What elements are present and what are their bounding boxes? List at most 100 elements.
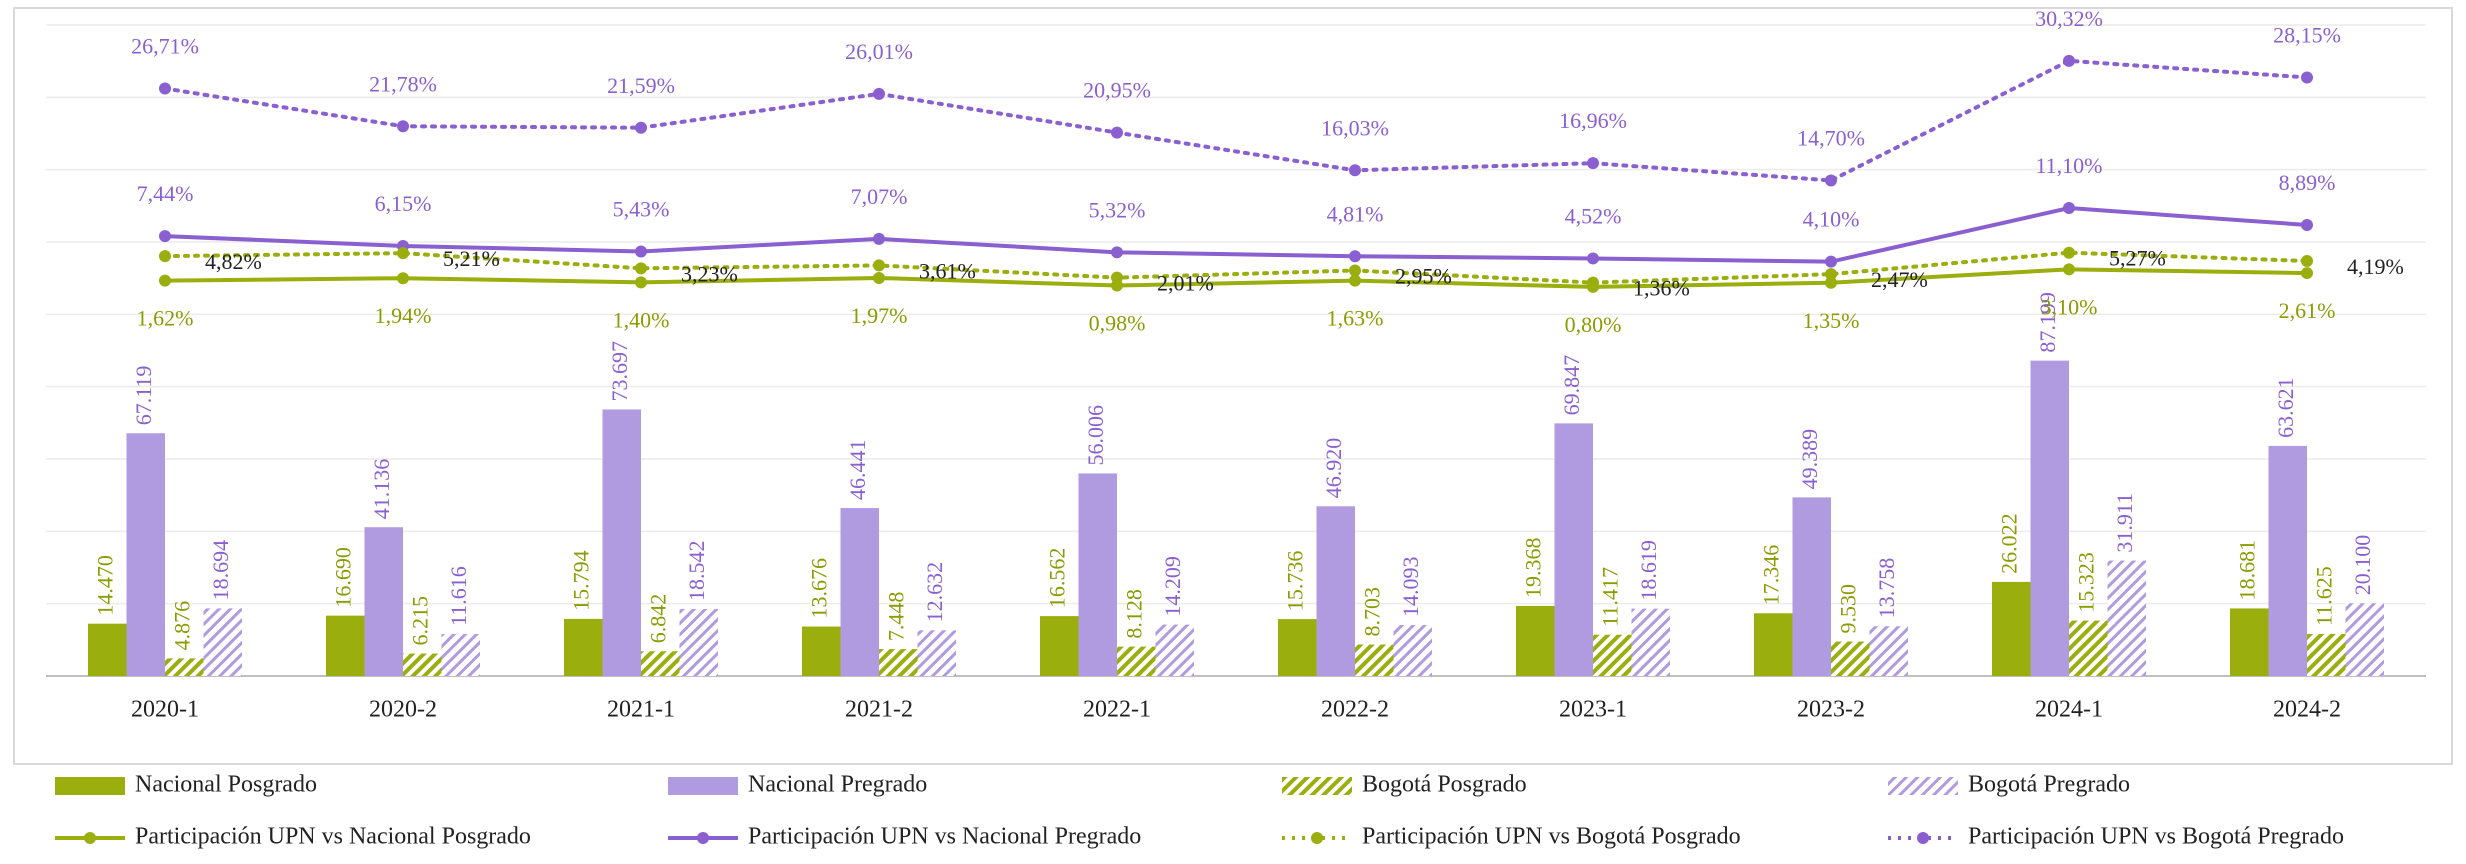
line-value-label: 3,61%: [919, 258, 976, 283]
line-marker: [2301, 218, 2313, 231]
bar: [1792, 497, 1831, 676]
line-value-label: 5,21%: [443, 246, 500, 271]
bar: [2107, 560, 2146, 676]
line-value-label: 14,70%: [1797, 126, 1865, 151]
bar: [1078, 473, 1117, 676]
bar: [88, 623, 127, 676]
line-marker: [1349, 250, 1361, 263]
bar-value-label: 16.690: [330, 547, 355, 608]
bar: [203, 608, 242, 676]
bar: [2307, 633, 2346, 676]
bar-value-label: 15.736: [1282, 551, 1307, 612]
line-value-label: 1,63%: [1327, 306, 1384, 331]
bar: [1155, 624, 1194, 676]
x-tick-label: 2022-2: [1321, 697, 1389, 723]
line-marker: [635, 121, 647, 134]
line-value-label: 4,81%: [1327, 201, 1384, 226]
bar-value-label: 13.758: [1874, 558, 1899, 619]
bar-value-label: 11.625: [2311, 566, 2336, 626]
legend-label: Participación UPN vs Bogotá Pregrado: [1968, 824, 2344, 850]
line-value-label: 4,10%: [1803, 207, 1860, 232]
line-marker: [397, 272, 409, 285]
legend-label: Nacional Posgrado: [135, 772, 317, 798]
bar: [1631, 608, 1670, 676]
bar: [564, 618, 603, 676]
line: [163, 267, 2309, 289]
bar: [1040, 616, 1079, 676]
line-marker: [159, 230, 171, 243]
bar-value-label: 26.022: [1996, 513, 2021, 574]
bar: [602, 409, 641, 676]
line-marker: [1587, 157, 1599, 170]
x-tick-label: 2021-2: [845, 697, 913, 723]
bar: [1593, 634, 1632, 676]
line-marker: [1111, 126, 1123, 139]
line-marker: [397, 120, 409, 133]
x-tick-label: 2023-2: [1797, 697, 1865, 723]
bar-value-label: 63.621: [2273, 377, 2298, 438]
line-value-label: 2,61%: [2279, 298, 2336, 323]
line-marker: [2301, 267, 2313, 280]
bar: [879, 649, 918, 676]
bar: [2230, 608, 2269, 676]
bar-value-label: 18.681: [2234, 540, 2259, 601]
bar-value-label: 8.128: [1121, 589, 1146, 639]
bar: [2030, 360, 2069, 676]
bar: [840, 508, 879, 676]
line-value-label: 20,95%: [1083, 78, 1151, 103]
bar-value-label: 13.676: [806, 558, 831, 619]
bar: [2268, 445, 2307, 676]
bar-value-label: 20.100: [2350, 535, 2375, 596]
line-marker: [1349, 264, 1361, 277]
line-marker: [1111, 271, 1123, 284]
line-marker: [1587, 276, 1599, 289]
bar: [679, 608, 718, 676]
x-tick-label: 2022-1: [1083, 697, 1151, 723]
bar: [1393, 625, 1432, 676]
bar: [364, 527, 403, 676]
bar: [1316, 506, 1355, 676]
bar: [1992, 581, 2031, 676]
legend-marker: [84, 832, 96, 844]
x-tick-label: 2024-2: [2273, 697, 2341, 723]
line-value-label: 1,40%: [613, 307, 670, 332]
bar-value-label: 14.093: [1398, 557, 1423, 618]
bar-value-label: 18.694: [208, 540, 233, 601]
line-marker: [1111, 246, 1123, 259]
line-marker: [1825, 268, 1837, 281]
bar-value-label: 19.368: [1520, 537, 1545, 598]
line-value-label: 0,98%: [1089, 311, 1146, 336]
legend-swatch: [1282, 777, 1352, 795]
chart-frame: [13, 7, 2453, 765]
line-value-label: 1,62%: [137, 306, 194, 331]
line-value-label: 7,07%: [851, 184, 908, 209]
line-value-label: 2,95%: [1395, 264, 1452, 289]
bar: [2069, 620, 2108, 676]
bar-value-label: 14.470: [92, 555, 117, 616]
bar: [165, 658, 204, 676]
line-value-label: 4,19%: [2347, 254, 2404, 279]
line-value-label: 3,23%: [681, 261, 738, 286]
bar: [1831, 641, 1870, 676]
bar: [802, 626, 841, 676]
bar: [403, 653, 442, 676]
line-marker: [1825, 276, 1837, 289]
bar: [1117, 646, 1156, 676]
bar: [1355, 644, 1394, 676]
bar-value-label: 49.389: [1797, 429, 1822, 490]
bar: [917, 630, 956, 676]
line-value-label: 3,10%: [2041, 294, 2098, 319]
line-marker: [1825, 174, 1837, 187]
line-marker: [1825, 255, 1837, 268]
line-marker: [2063, 54, 2075, 67]
bar: [1516, 605, 1555, 676]
line-value-label: 16,96%: [1559, 108, 1627, 133]
bar-value-label: 18.542: [684, 540, 709, 601]
bar: [1278, 619, 1317, 676]
bar-value-label: 11.616: [446, 566, 471, 626]
bar-value-label: 69.847: [1559, 355, 1584, 416]
legend-label: Participación UPN vs Bogotá Posgrado: [1362, 824, 1741, 850]
line-value-label: 1,94%: [375, 303, 432, 328]
legend-marker: [1917, 832, 1929, 844]
